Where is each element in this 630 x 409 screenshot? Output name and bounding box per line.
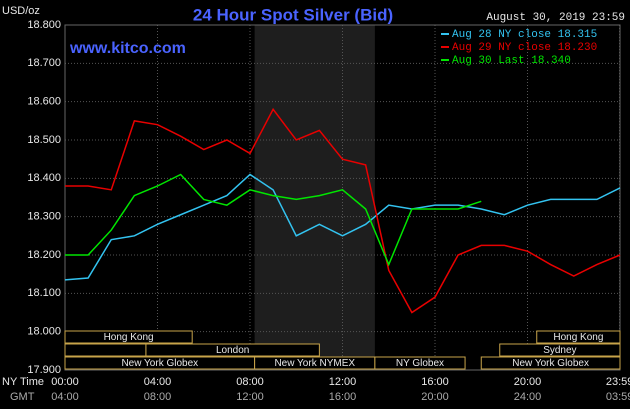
session-box: [536, 330, 621, 344]
y-tick-label: 18.400: [27, 172, 61, 184]
series-line: [64, 173, 621, 281]
x-tick-label: 08:00: [236, 376, 264, 388]
y-tick-label: 18.200: [27, 249, 61, 261]
x2-tick-label: 20:00: [421, 391, 449, 403]
session-label: London: [216, 345, 249, 356]
y-tick-label: 18.700: [27, 57, 61, 69]
x-row-label: NY Time: [2, 376, 44, 388]
x-tick-label: 20:00: [514, 376, 542, 388]
session-box: [499, 343, 621, 357]
x-tick-label: 16:00: [421, 376, 449, 388]
x2-row-label: GMT: [10, 391, 35, 403]
x-tick-label: 12:00: [329, 376, 357, 388]
y-tick-label: 18.600: [27, 96, 61, 108]
y-tick-label: 18.000: [27, 326, 61, 338]
session-box: [64, 343, 147, 357]
session-box: [145, 343, 320, 357]
session-label: NY Globex: [396, 358, 444, 369]
x2-tick-label: 03:59: [606, 391, 630, 403]
timestamp: August 30, 2019 23:59: [486, 12, 625, 24]
series-line: [65, 107, 621, 314]
y-tick-label: 18.300: [27, 211, 61, 223]
y-tick-label: 17.900: [27, 364, 61, 376]
session-label: Hong Kong: [553, 332, 603, 343]
plot-frame: [64, 24, 621, 371]
session-box: [64, 330, 193, 344]
x2-tick-label: 08:00: [144, 391, 172, 403]
shaded-range: [254, 25, 375, 370]
y-tick-label: 18.500: [27, 134, 61, 146]
x-tick-label: 00:00: [51, 376, 79, 388]
y-tick-label: 18.100: [27, 287, 61, 299]
x-tick-label: 23:59: [606, 376, 630, 388]
legend-label: Aug 28 NY close 18.315: [452, 29, 597, 41]
session-label: New York Globex: [121, 358, 198, 369]
session-box: [374, 356, 466, 370]
x-tick-label: 04:00: [144, 376, 172, 388]
chart-title: 24 Hour Spot Silver (Bid): [193, 5, 393, 24]
legend-label: Aug 29 NY close 18.230: [452, 42, 597, 54]
y-tick-label: 18.800: [27, 19, 61, 31]
x2-tick-label: 12:00: [236, 391, 264, 403]
legend-label: Aug 30 Last 18.340: [452, 55, 571, 67]
session-label: New York Globex: [512, 358, 589, 369]
session-label: Hong Kong: [104, 332, 154, 343]
watermark: www.kitco.com: [69, 40, 186, 57]
session-label: New York NYMEX: [274, 358, 355, 369]
series-line: [65, 173, 482, 267]
session-label: Sydney: [543, 345, 576, 356]
x2-tick-label: 16:00: [329, 391, 357, 403]
y-axis-label: USD/oz: [2, 5, 40, 17]
session-box: [480, 356, 621, 370]
x2-tick-label: 24:00: [514, 391, 542, 403]
x2-tick-label: 04:00: [51, 391, 79, 403]
